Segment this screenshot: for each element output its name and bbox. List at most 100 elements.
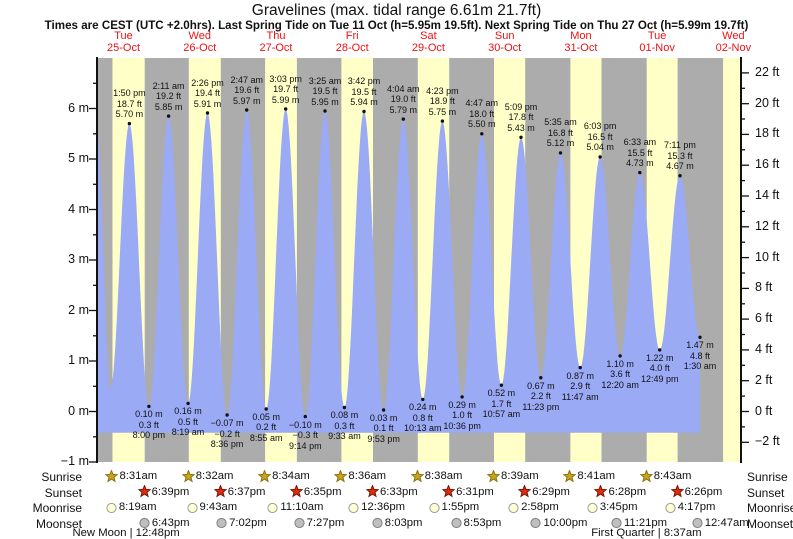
tide-extreme-dot — [519, 135, 523, 139]
high-tide-label: 2:47 am 19.6 ft 5.97 m — [230, 74, 263, 106]
moonset-icon — [372, 517, 383, 529]
moonset-event: 11:21pm — [610, 516, 667, 529]
sunrise-event: 8:43am — [639, 469, 692, 483]
feet-axis-label: 2 ft — [755, 372, 773, 387]
moonset-time: 11:21pm — [623, 516, 668, 529]
day-label: Wed 26-Oct — [183, 30, 217, 54]
moonset-event: 8:53pm — [450, 516, 502, 529]
meter-axis-label: 0 m — [68, 403, 89, 418]
moonrise-event: 4:17pm — [664, 501, 715, 514]
moonrise-event: 9:43am — [186, 501, 237, 514]
sunset-event: 6:39pm — [137, 485, 189, 498]
tide-extreme-dot — [460, 395, 464, 399]
low-tide-label: 0.16 m 0.5 ft 8:19 am — [171, 406, 205, 438]
high-tide-label: 5:35 am 16.8 ft 5.12 m — [544, 117, 577, 149]
tide-extreme-dot — [381, 408, 386, 412]
day-label: Thu 27-Oct — [259, 30, 293, 54]
moonset-icon — [451, 517, 462, 529]
day-label: Sat 29-Oct — [411, 30, 445, 54]
moonset-event: 10:00pm — [529, 516, 587, 529]
low-tide-label: 0.67 m 2.2 ft 11:23 pm — [522, 380, 560, 412]
feet-axis-label: 16 ft — [755, 157, 780, 172]
feet-axis-label: 0 ft — [755, 403, 773, 418]
moonrise-time: 8:19am — [118, 501, 157, 513]
feet-axis-label: 6 ft — [755, 311, 773, 326]
feet-axis-label: 20 ft — [755, 95, 780, 110]
feet-axis-label: 8 ft — [755, 280, 773, 295]
low-tide-label: 1.10 m 3.6 ft 12:20 am — [601, 358, 639, 390]
sunset-event: 6:37pm — [213, 485, 266, 498]
moonrise-icon — [428, 502, 440, 513]
sunset-time: 6:28pm — [608, 485, 647, 498]
day-label: Tue 25-Oct — [107, 30, 141, 54]
tide-extreme-dot — [186, 401, 190, 406]
moonrise-row-label-left: Moonrise — [32, 501, 82, 515]
moonset-event: 12:47am — [691, 516, 749, 529]
sunset-icon — [213, 485, 227, 498]
moonset-time: 12:47am — [704, 516, 749, 529]
tide-extreme-dot — [638, 170, 642, 175]
sunset-event: 6:31pm — [442, 485, 494, 498]
moonset-event: 7:27pm — [293, 516, 344, 529]
sunrise-row-label-right: Sunrise — [747, 470, 788, 484]
moonrise-event: 1:55pm — [428, 501, 479, 514]
high-tide-label: 3:03 pm 19.7 ft 5.99 m — [269, 73, 302, 105]
tide-extreme-dot — [421, 397, 425, 402]
moonrise-event: 11:10am — [266, 501, 323, 514]
tide-extreme-dot — [303, 414, 307, 419]
moonrise-row-label-right: Moonrise — [747, 501, 793, 515]
high-tide-label: 3:42 pm 19.5 ft 5.94 m — [347, 76, 381, 108]
sunrise-icon — [105, 469, 119, 482]
moonset-row-label-right: Moonset — [747, 516, 793, 531]
sunset-icon — [366, 485, 380, 498]
day-stripe — [723, 58, 741, 462]
moonrise-icon — [106, 502, 117, 513]
low-tide-label: 0.52 m 1.7 ft 10:57 am — [482, 388, 521, 420]
sunrise-time: 8:38am — [424, 470, 463, 482]
low-tide-label: 0.24 m 0.8 ft 10:13 am — [404, 402, 442, 434]
tide-extreme-dot — [698, 335, 702, 339]
sunrise-row-label-left: Sunrise — [41, 470, 82, 484]
high-tide-label: 4:23 pm 18.9 ft 5.75 m — [426, 85, 459, 117]
tide-extreme-dot — [284, 107, 288, 111]
low-tide-label: −0.07 m −0.2 ft 8:36 pm — [210, 418, 244, 450]
low-tide-label: 1.47 m 4.8 ft 1:30 am — [683, 340, 717, 372]
tide-extreme-dot — [658, 348, 662, 352]
moonset-icon — [692, 517, 703, 529]
moonset-icon — [139, 517, 150, 529]
moonrise-icon — [665, 502, 676, 513]
feet-axis-label: 22 ft — [755, 64, 780, 79]
tide-extreme-dot — [558, 151, 563, 155]
tide-extreme-dot — [401, 117, 405, 121]
sunset-icon — [289, 485, 303, 498]
high-tide-label: 1:50 pm 18.7 ft 5.70 m — [113, 88, 146, 120]
tide-extreme-dot — [245, 108, 249, 112]
sunset-event: 6:26pm — [670, 485, 722, 498]
tide-extreme-dot — [225, 413, 229, 417]
low-tide-label: 0.87 m 2.9 ft 11:47 am — [561, 370, 599, 402]
moonrise-icon — [186, 502, 198, 513]
moonset-time: 8:53pm — [463, 516, 502, 529]
sunrise-icon — [181, 469, 195, 482]
sunrise-event: 8:32am — [181, 469, 233, 483]
moonrise-icon — [508, 502, 519, 513]
sunrise-time: 8:36am — [348, 470, 387, 482]
feet-axis-label: 4 ft — [755, 341, 773, 356]
tide-extreme-dot — [362, 109, 366, 114]
sunset-icon — [670, 485, 684, 498]
sunset-event: 6:29pm — [518, 485, 570, 498]
tide-extreme-dot — [678, 174, 682, 178]
sunset-time: 6:37pm — [227, 485, 266, 498]
sunrise-time: 8:43am — [653, 470, 692, 482]
low-tide-label: 0.10 m 0.3 ft 8:00 pm — [132, 409, 166, 441]
sunset-icon — [442, 485, 456, 498]
sunrise-time: 8:31am — [119, 470, 158, 482]
page-title: Gravelines (max. tidal range 6.61m 21.7f… — [251, 2, 542, 19]
moonrise-event: 8:19am — [105, 501, 157, 514]
tide-extreme-dot — [480, 132, 484, 136]
low-tide-label: 0.29 m 1.0 ft 10:36 pm — [443, 399, 481, 431]
meter-axis-label: 3 m — [68, 252, 89, 266]
moonrise-event: 2:58pm — [507, 501, 559, 514]
low-tide-label: 1.22 m 4.0 ft 12:49 pm — [640, 352, 679, 384]
low-tide-label: 0.05 m 0.2 ft 8:55 am — [249, 411, 283, 443]
